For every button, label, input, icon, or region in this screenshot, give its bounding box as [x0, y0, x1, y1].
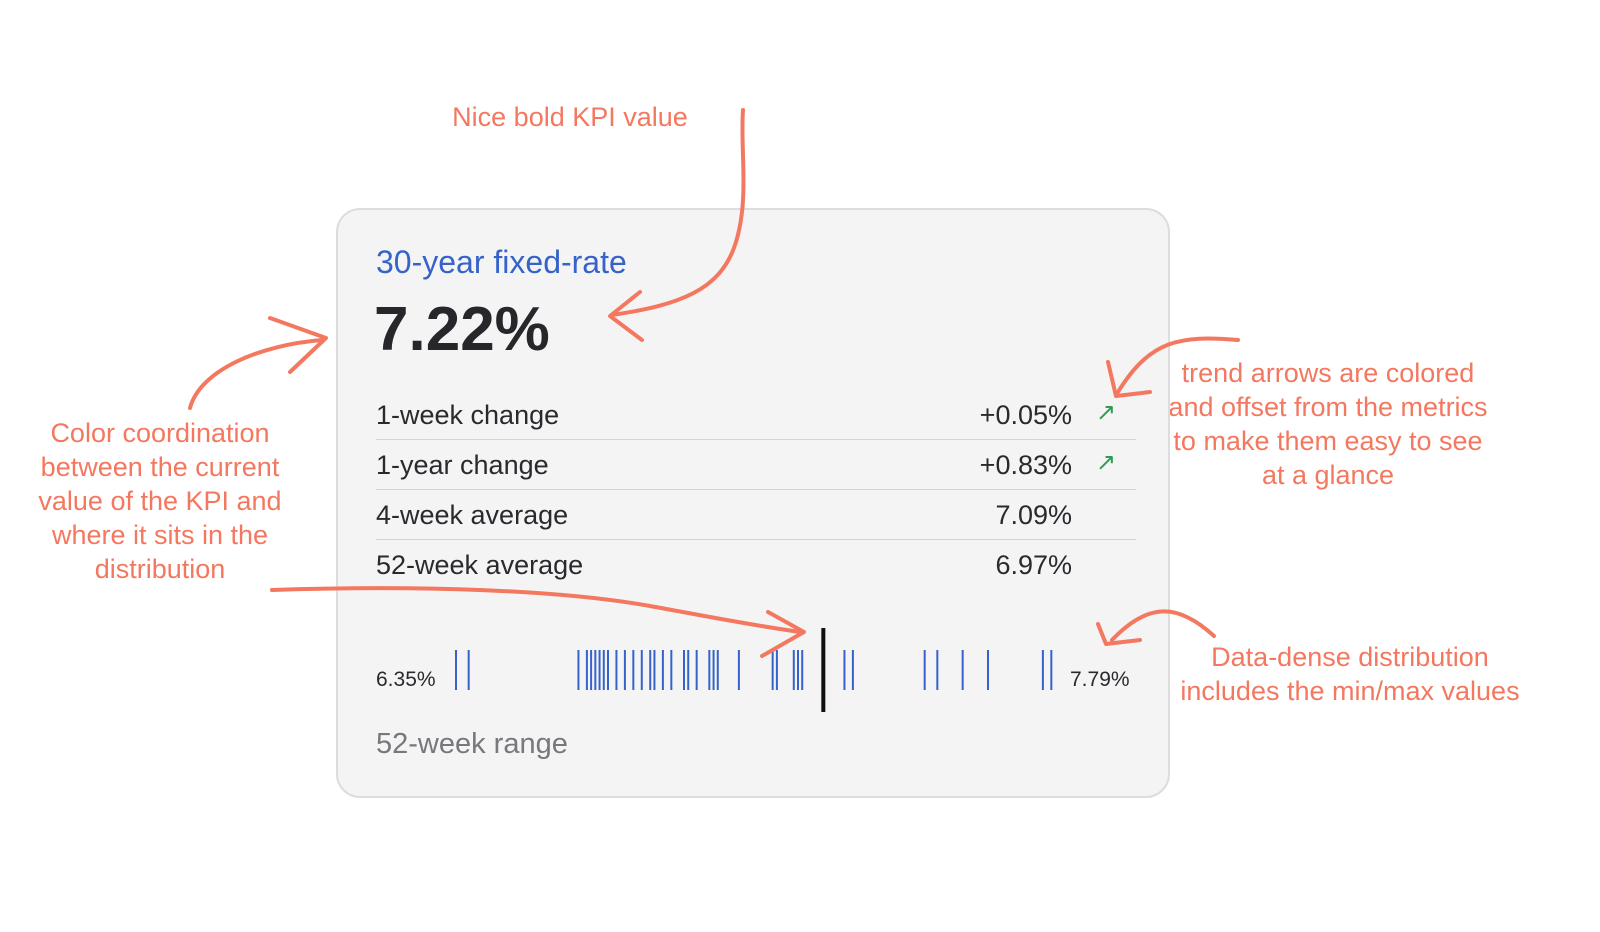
metric-row-1-year-change: 1-year change +0.83% ↗: [376, 440, 1136, 490]
metric-value: 6.97%: [995, 550, 1072, 580]
arrowhead-kpi: [608, 290, 644, 342]
metric-label: 4-week average: [376, 500, 569, 530]
trend-up-arrow-icon: ↗: [1095, 398, 1116, 426]
distribution-strip-plot: [455, 628, 1053, 712]
metric-label: 1-week change: [376, 400, 560, 430]
arrow-to-current-marker: [270, 586, 802, 634]
metric-row-4-week-average: 4-week average 7.09%: [376, 490, 1136, 540]
arrowhead-trend: [1106, 360, 1152, 398]
annotation-kpi: Nice bold KPI value: [452, 102, 688, 132]
arrowhead-max: [1096, 622, 1142, 646]
kpi-value: 7.22%: [374, 295, 550, 364]
range-min-label: 6.35%: [376, 668, 436, 691]
range-max-label: 7.79%: [1070, 668, 1130, 691]
arrowhead-current-marker: [760, 610, 806, 658]
metric-row-1-week-change: 1-week change +0.05% ↗: [376, 390, 1136, 440]
metrics-list: 1-week change +0.05% ↗ 1-year change +0.…: [376, 390, 1136, 590]
arrowhead-card-left: [268, 316, 328, 374]
metric-value: +0.83%: [979, 450, 1072, 480]
metric-value: +0.05%: [979, 400, 1072, 430]
annotation-color-coordination: Color coordination between the current v…: [38, 418, 282, 584]
card-title: 30-year fixed-rate: [376, 244, 627, 280]
metric-value: 7.09%: [995, 500, 1072, 530]
annotation-trend-arrows: trend arrows are colored and offset from…: [1168, 358, 1488, 490]
metric-row-52-week-average: 52-week average 6.97%: [376, 540, 1136, 590]
arrow-to-kpi: [610, 108, 746, 317]
metric-label: 52-week average: [376, 550, 584, 580]
range-caption: 52-week range: [376, 728, 568, 760]
arrow-to-trend: [1116, 336, 1240, 394]
arrow-to-max: [1110, 609, 1216, 642]
metric-label: 1-year change: [376, 450, 549, 480]
annotation-distribution: Data-dense distribution includes the min…: [1180, 642, 1520, 706]
kpi-card: 30-year fixed-rate 7.22% 1-week change +…: [336, 208, 1170, 798]
trend-up-arrow-icon: ↗: [1095, 448, 1116, 476]
arrow-to-card-left: [188, 338, 324, 410]
